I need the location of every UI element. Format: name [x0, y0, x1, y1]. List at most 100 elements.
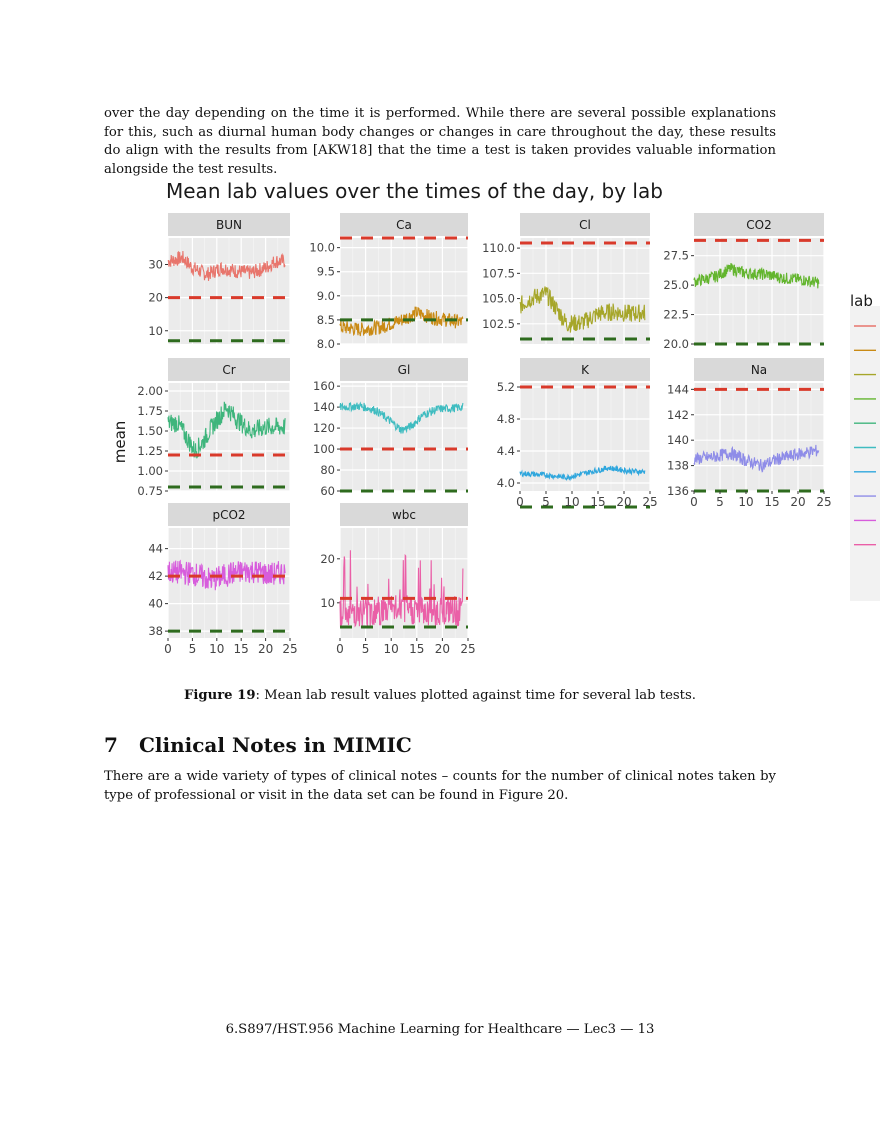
- facet-panel-cl: Cl 102.5 105.0 107.5 110.0: [482, 213, 651, 344]
- page-footer: 6.S897/HST.956 Machine Learning for Heal…: [225, 1022, 655, 1037]
- x-tick-label: 20: [258, 642, 273, 656]
- series-line-wbc: [339, 550, 464, 628]
- facet-panel-pco2: pCO2 38 40 42 44 0 5 10 15 20 25: [148, 503, 298, 656]
- y-tick-label: 4.0: [497, 476, 515, 490]
- facet-strip-label: CO2: [746, 218, 771, 232]
- y-tick-label: 138: [667, 459, 689, 473]
- legend: lab: [850, 292, 880, 601]
- y-tick-label: 25.0: [663, 278, 689, 292]
- x-tick-label: 0: [690, 495, 698, 509]
- x-tick-label: 15: [764, 495, 779, 509]
- y-tick-label: 42: [148, 569, 163, 583]
- x-tick-label: 5: [542, 495, 550, 509]
- facet-panel-wbc: wbc 10 20 0 5 10 15 20 25: [320, 503, 476, 656]
- y-tick-label: 160: [313, 379, 335, 393]
- y-tick-label: 30: [148, 258, 163, 272]
- facet-panel-gl: Gl 60 80 100 120 140 160: [313, 358, 469, 498]
- facet-strip: [340, 503, 468, 526]
- x-tick-label: 20: [616, 495, 631, 509]
- x-tick-label: 10: [384, 642, 399, 656]
- facet-strip-label: Gl: [398, 363, 411, 377]
- x-tick-label: 10: [209, 642, 224, 656]
- facet-strip: [520, 213, 650, 236]
- facet-strip: [520, 358, 650, 381]
- paragraph-top: over the day depending on the time it is…: [104, 106, 776, 177]
- facet-strip: [168, 358, 290, 381]
- series-line-na: [693, 444, 820, 473]
- y-tick-label: 10: [320, 596, 335, 610]
- y-tick-label: 102.5: [482, 317, 515, 331]
- figure-caption-label: Figure 19: [184, 688, 256, 703]
- y-axis-label: mean: [111, 421, 129, 464]
- x-tick-label: 0: [164, 642, 172, 656]
- y-tick-label: 22.5: [663, 308, 689, 322]
- y-tick-label: 5.2: [497, 380, 515, 394]
- y-tick-label: 140: [667, 433, 689, 447]
- facet-strip-label: Cr: [222, 363, 235, 377]
- series-line-bun: [167, 250, 286, 281]
- section-title: Clinical Notes in MIMIC: [139, 733, 412, 757]
- y-tick-label: 4.8: [497, 412, 515, 426]
- series-line-cr: [167, 401, 286, 459]
- x-tick-label: 15: [234, 642, 249, 656]
- y-tick-label: 1.25: [137, 444, 163, 458]
- facet-panels: BUN 10 20 30 Ca 8.0 8.5 9.0 9.5 10.0 Cl 102.5 105.0 1…: [137, 213, 832, 656]
- y-tick-label: 107.5: [482, 266, 515, 280]
- figure-caption-text: : Mean lab result values plotted against…: [255, 688, 696, 703]
- legend-title: lab: [850, 292, 873, 310]
- y-tick-label: 10: [148, 324, 163, 338]
- y-tick-label: 27.5: [663, 249, 689, 263]
- y-tick-label: 144: [667, 382, 689, 396]
- y-tick-label: 140: [313, 400, 335, 414]
- facet-panel-ca: Ca 8.0 8.5 9.0 9.5 10.0: [309, 213, 469, 351]
- x-tick-label: 20: [790, 495, 805, 509]
- facet-strip: [168, 213, 290, 236]
- x-tick-label: 25: [282, 642, 297, 656]
- x-tick-label: 5: [716, 495, 724, 509]
- series-line-ca: [339, 306, 464, 337]
- y-tick-label: 9.0: [317, 289, 335, 303]
- y-tick-label: 4.4: [497, 444, 515, 458]
- y-tick-label: 1.50: [137, 424, 163, 438]
- figure-caption: Figure 19: Mean lab result values plotte…: [0, 688, 880, 703]
- y-tick-label: 38: [148, 624, 163, 638]
- facet-panel-bun: BUN 10 20 30: [148, 213, 291, 344]
- facet-strip-label: BUN: [216, 218, 242, 232]
- series-line-k: [519, 464, 646, 481]
- x-tick-label: 0: [336, 642, 344, 656]
- section-number: 7: [104, 733, 118, 757]
- facet-strip: [168, 503, 290, 526]
- y-tick-label: 9.5: [317, 265, 335, 279]
- y-tick-label: 44: [148, 542, 163, 556]
- y-tick-label: 20: [148, 291, 163, 305]
- x-tick-label: 10: [564, 495, 579, 509]
- facet-strip: [340, 213, 468, 236]
- facet-strip-label: Na: [751, 363, 767, 377]
- paragraph-bottom: There are a wide variety of types of cli…: [104, 769, 776, 803]
- x-tick-label: 0: [516, 495, 524, 509]
- y-tick-label: 80: [320, 463, 335, 477]
- y-tick-label: 142: [667, 408, 689, 422]
- facet-strip-label: Cl: [579, 218, 591, 232]
- facet-strip: [340, 358, 468, 381]
- facet-strip-label: K: [581, 363, 590, 377]
- x-tick-label: 5: [189, 642, 197, 656]
- y-tick-label: 1.00: [137, 464, 163, 478]
- series-line-pco2: [167, 559, 286, 591]
- facet-strip-label: Ca: [396, 218, 412, 232]
- facet-panel-cr: Cr 0.75 1.00 1.25 1.50 1.75 2.00: [137, 358, 291, 498]
- x-tick-label: 20: [435, 642, 450, 656]
- series-line-co2: [693, 262, 820, 289]
- y-tick-label: 60: [320, 484, 335, 498]
- y-tick-label: 40: [148, 597, 163, 611]
- y-tick-label: 1.75: [137, 404, 163, 418]
- y-tick-label: 8.0: [317, 337, 335, 351]
- y-tick-label: 0.75: [137, 484, 163, 498]
- series-line-gl: [339, 401, 464, 434]
- x-tick-label: 25: [816, 495, 831, 509]
- x-tick-label: 25: [642, 495, 657, 509]
- figure-lab-values-chart: Mean lab values over the times of the da…: [111, 179, 880, 656]
- y-tick-label: 100: [313, 442, 335, 456]
- y-tick-label: 2.00: [137, 384, 163, 398]
- x-tick-label: 25: [460, 642, 475, 656]
